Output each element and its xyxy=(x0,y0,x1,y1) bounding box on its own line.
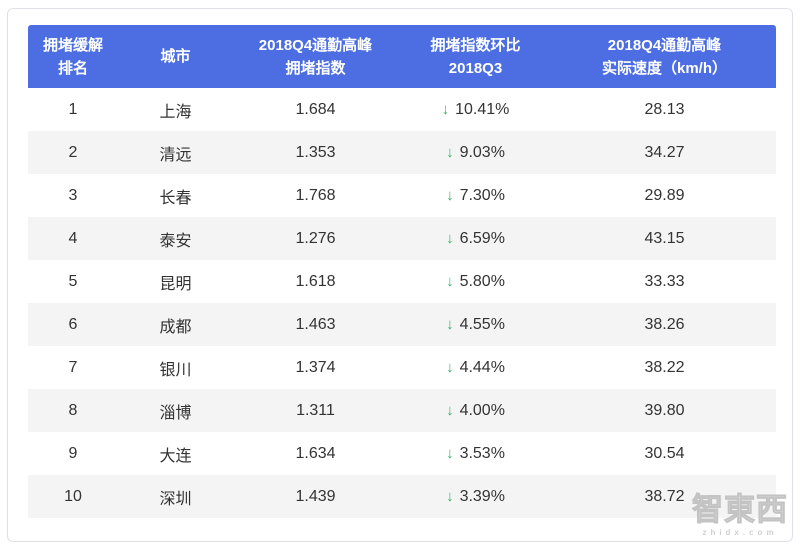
city-cell: 长春 xyxy=(118,174,233,217)
change-cell: ↓ 10.41% xyxy=(398,88,553,131)
rank-cell: 8 xyxy=(28,389,118,432)
index-cell: 1.768 xyxy=(233,174,398,217)
down-arrow-icon: ↓ xyxy=(446,186,454,204)
header-speed: 2018Q4通勤高峰 实际速度（km/h） xyxy=(553,25,776,88)
change-value: 3.53% xyxy=(459,444,505,462)
down-arrow-icon: ↓ xyxy=(446,315,454,333)
rank-cell: 7 xyxy=(28,346,118,389)
index-cell: 1.374 xyxy=(233,346,398,389)
city-cell: 泰安 xyxy=(118,217,233,260)
change-cell: ↓ 4.44% xyxy=(398,346,553,389)
change-value: 4.00% xyxy=(459,401,505,419)
header-rank-line2: 排名 xyxy=(57,59,88,77)
rank-cell: 4 xyxy=(28,217,118,260)
down-arrow-icon: ↓ xyxy=(446,401,454,419)
header-index: 2018Q4通勤高峰 拥堵指数 xyxy=(233,25,398,88)
change-value: 6.59% xyxy=(459,229,505,247)
index-cell: 1.634 xyxy=(233,432,398,475)
city-cell: 银川 xyxy=(118,346,233,389)
index-cell: 1.311 xyxy=(233,389,398,432)
rank-cell: 2 xyxy=(28,131,118,174)
down-arrow-icon: ↓ xyxy=(446,358,454,376)
change-value: 7.30% xyxy=(459,186,505,204)
rank-cell: 9 xyxy=(28,432,118,475)
city-cell: 成都 xyxy=(118,303,233,346)
change-value: 9.03% xyxy=(459,143,505,161)
speed-cell: 38.72 xyxy=(553,475,776,518)
header-change: 拥堵指数环比 2018Q3 xyxy=(398,25,553,88)
header-index-line2: 拥堵指数 xyxy=(285,59,346,77)
speed-cell: 34.27 xyxy=(553,131,776,174)
index-cell: 1.353 xyxy=(233,131,398,174)
rank-cell: 3 xyxy=(28,174,118,217)
down-arrow-icon: ↓ xyxy=(441,100,450,118)
rank-cell: 6 xyxy=(28,303,118,346)
rank-cell: 10 xyxy=(28,475,118,518)
change-cell: ↓ 6.59% xyxy=(398,217,553,260)
header-index-line1: 2018Q4通勤高峰 xyxy=(258,36,373,54)
city-cell: 清远 xyxy=(118,131,233,174)
table-card: 拥堵缓解 排名 城市 2018Q4通勤高峰 拥堵指数 拥堵指数环比 2018Q3… xyxy=(7,8,793,542)
speed-cell: 38.26 xyxy=(553,303,776,346)
speed-cell: 43.15 xyxy=(553,217,776,260)
congestion-ranking-table: 拥堵缓解 排名 城市 2018Q4通勤高峰 拥堵指数 拥堵指数环比 2018Q3… xyxy=(28,25,776,518)
header-speed-line2: 实际速度（km/h） xyxy=(601,59,727,77)
index-cell: 1.618 xyxy=(233,260,398,303)
speed-cell: 29.89 xyxy=(553,174,776,217)
table-row: 8 淄博 1.311 ↓ 4.00% 39.80 xyxy=(28,389,776,432)
down-arrow-icon: ↓ xyxy=(446,229,454,247)
change-cell: ↓ 3.39% xyxy=(398,475,553,518)
down-arrow-icon: ↓ xyxy=(446,272,454,290)
header-change-line1: 拥堵指数环比 xyxy=(430,36,521,54)
index-cell: 1.276 xyxy=(233,217,398,260)
table-row: 3 长春 1.768 ↓ 7.30% 29.89 xyxy=(28,174,776,217)
header-change-line2: 2018Q3 xyxy=(448,59,503,77)
change-cell: ↓ 4.55% xyxy=(398,303,553,346)
change-value: 5.80% xyxy=(459,272,505,290)
change-value: 3.39% xyxy=(459,487,505,505)
change-cell: ↓ 3.53% xyxy=(398,432,553,475)
table-row: 5 昆明 1.618 ↓ 5.80% 33.33 xyxy=(28,260,776,303)
header-city: 城市 xyxy=(118,25,233,88)
table-row: 6 成都 1.463 ↓ 4.55% 38.26 xyxy=(28,303,776,346)
down-arrow-icon: ↓ xyxy=(446,143,454,161)
change-cell: ↓ 7.30% xyxy=(398,174,553,217)
header-city-line1: 城市 xyxy=(160,48,191,65)
city-cell: 昆明 xyxy=(118,260,233,303)
table-row: 4 泰安 1.276 ↓ 6.59% 43.15 xyxy=(28,217,776,260)
table-row: 9 大连 1.634 ↓ 3.53% 30.54 xyxy=(28,432,776,475)
header-rank: 拥堵缓解 排名 xyxy=(28,25,118,88)
change-cell: ↓ 9.03% xyxy=(398,131,553,174)
index-cell: 1.684 xyxy=(233,88,398,131)
change-value: 10.41% xyxy=(455,100,510,118)
change-value: 4.55% xyxy=(459,315,505,333)
table-row: 2 清远 1.353 ↓ 9.03% 34.27 xyxy=(28,131,776,174)
city-cell: 上海 xyxy=(118,88,233,131)
city-cell: 大连 xyxy=(118,432,233,475)
index-cell: 1.463 xyxy=(233,303,398,346)
change-cell: ↓ 4.00% xyxy=(398,389,553,432)
down-arrow-icon: ↓ xyxy=(446,487,454,505)
speed-cell: 30.54 xyxy=(553,432,776,475)
speed-cell: 38.22 xyxy=(553,346,776,389)
speed-cell: 33.33 xyxy=(553,260,776,303)
table-row: 1 上海 1.684 ↓ 10.41% 28.13 xyxy=(28,88,776,131)
header-speed-line1: 2018Q4通勤高峰 xyxy=(607,36,722,54)
rank-cell: 5 xyxy=(28,260,118,303)
city-cell: 淄博 xyxy=(118,389,233,432)
index-cell: 1.439 xyxy=(233,475,398,518)
down-arrow-icon: ↓ xyxy=(446,444,454,462)
table-row: 7 银川 1.374 ↓ 4.44% 38.22 xyxy=(28,346,776,389)
table-header: 拥堵缓解 排名 城市 2018Q4通勤高峰 拥堵指数 拥堵指数环比 2018Q3… xyxy=(28,25,776,88)
speed-cell: 39.80 xyxy=(553,389,776,432)
change-cell: ↓ 5.80% xyxy=(398,260,553,303)
header-row: 拥堵缓解 排名 城市 2018Q4通勤高峰 拥堵指数 拥堵指数环比 2018Q3… xyxy=(28,25,776,88)
city-cell: 深圳 xyxy=(118,475,233,518)
speed-cell: 28.13 xyxy=(553,88,776,131)
header-rank-line1: 拥堵缓解 xyxy=(42,36,103,54)
table-row: 10 深圳 1.439 ↓ 3.39% 38.72 xyxy=(28,475,776,518)
table-body: 1 上海 1.684 ↓ 10.41% 28.13 2 清远 1.353 ↓ 9.0… xyxy=(28,88,776,518)
change-value: 4.44% xyxy=(459,358,505,376)
rank-cell: 1 xyxy=(28,88,118,131)
